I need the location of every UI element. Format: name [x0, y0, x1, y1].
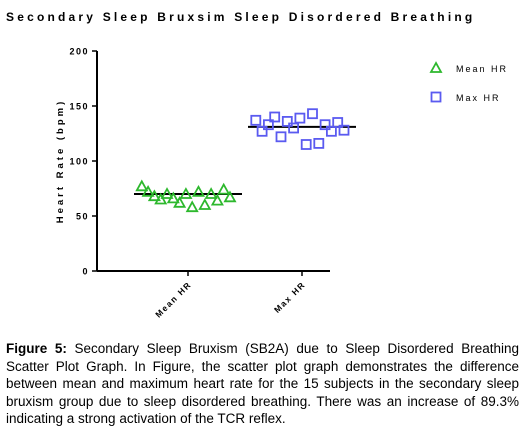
data-points: [134, 108, 356, 213]
y-tick-label: 150: [69, 102, 89, 112]
data-point-triangle: [135, 179, 149, 192]
legend-label: Mean HR: [456, 64, 508, 74]
data-point-square: [294, 112, 306, 124]
y-tick-label: 0: [82, 267, 89, 277]
data-point-triangle: [210, 193, 224, 206]
data-point-square: [275, 131, 287, 143]
data-point-square: [262, 119, 274, 131]
data-point-square: [281, 116, 293, 127]
data-point-triangle: [179, 187, 193, 199]
data-point-triangle: [185, 200, 199, 213]
data-point-square: [300, 139, 312, 150]
legend-marker-triangle: [429, 61, 443, 73]
y-tick-label: 200: [69, 47, 89, 57]
caption-label: Figure 5:: [6, 341, 67, 356]
legend-marker-square: [430, 91, 442, 103]
data-point-square: [313, 137, 325, 149]
figure-caption: Figure 5: Secondary Sleep Bruxism (SB2A)…: [6, 340, 519, 428]
data-point-square: [256, 125, 268, 137]
data-point-square: [250, 114, 262, 126]
data-point-triangle: [204, 187, 218, 199]
scatter-plot: 0 50 100 150 200 Heart Rate (bpm) Mean HR Max H…: [55, 47, 508, 320]
y-tick-label: 100: [69, 157, 89, 167]
legend: Mean HR Max HR: [429, 61, 508, 103]
data-point-triangle: [141, 184, 155, 197]
data-point-triangle: [217, 182, 231, 195]
data-point-square: [307, 108, 318, 120]
data-point-triangle: [154, 192, 168, 205]
data-point-triangle: [223, 190, 237, 203]
data-point-triangle: [160, 187, 174, 199]
data-point-square: [269, 111, 281, 123]
x-tick-label: Max HR: [272, 279, 307, 314]
data-point-square: [319, 119, 331, 131]
x-tick-label: Mean HR: [153, 279, 193, 319]
data-point-square: [325, 125, 337, 137]
data-point-triangle: [173, 195, 187, 208]
data-point-triangle: [147, 189, 161, 202]
data-point-square: [288, 122, 300, 134]
chart-title: Secondary Sleep Bruxsim Sleep Disordered…: [6, 10, 476, 24]
legend-label: Max HR: [456, 93, 501, 103]
caption-text: Secondary Sleep Bruxism (SB2A) due to Sl…: [6, 341, 519, 426]
y-axis-label: Heart Rate (bpm): [55, 99, 66, 224]
y-tick-label: 50: [76, 212, 89, 222]
data-point-square: [332, 117, 344, 128]
data-point-square: [338, 124, 350, 136]
axes: 0 50 100 150 200 Heart Rate (bpm) Mean HR Max H…: [55, 47, 330, 320]
data-point-triangle: [198, 198, 212, 210]
data-point-triangle: [191, 184, 206, 197]
data-point-triangle: [166, 191, 180, 204]
